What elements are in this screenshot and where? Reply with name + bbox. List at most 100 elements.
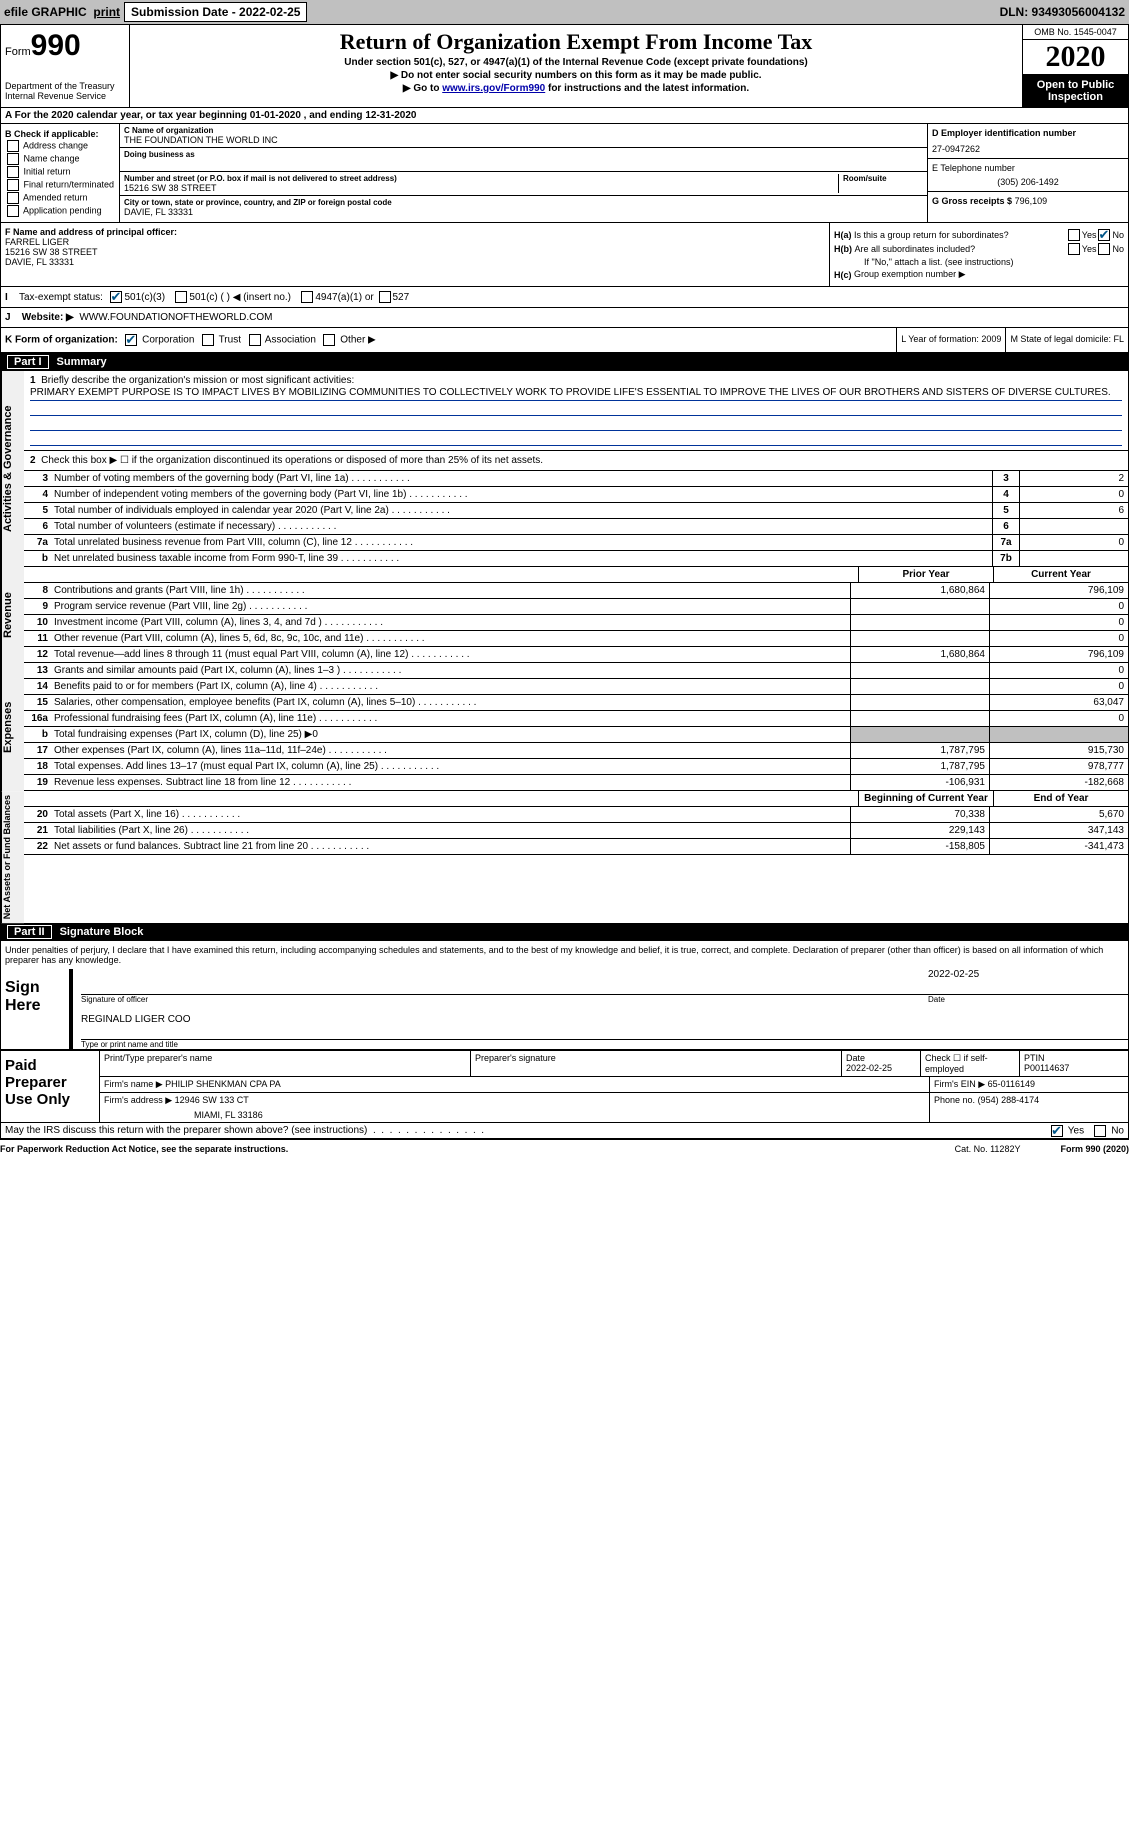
line-number: 20 <box>24 807 50 822</box>
current-year-header: Current Year <box>993 567 1128 582</box>
opt-amended-return[interactable]: Amended return <box>5 192 115 204</box>
opt-name-change[interactable]: Name change <box>5 153 115 165</box>
data-row: 21Total liabilities (Part X, line 26)229… <box>24 823 1128 839</box>
discuss-no-checkbox[interactable] <box>1094 1125 1106 1137</box>
row-a: A For the 2020 calendar year, or tax yea… <box>1 108 1128 124</box>
preparer-section: Paid Preparer Use Only Print/Type prepar… <box>1 1050 1128 1123</box>
expenses-section: Expenses 13Grants and similar amounts pa… <box>1 663 1128 791</box>
officer-addr2: DAVIE, FL 33331 <box>5 257 825 267</box>
data-row: 13Grants and similar amounts paid (Part … <box>24 663 1128 679</box>
end-year-header: End of Year <box>993 791 1128 806</box>
subtitle-1: Under section 501(c), 527, or 4947(a)(1)… <box>134 57 1018 68</box>
line-number: 16a <box>24 711 50 726</box>
prep-name-header: Print/Type preparer's name <box>104 1053 466 1063</box>
val-current: 0 <box>989 631 1128 646</box>
prep-date: 2022-02-25 <box>846 1063 916 1073</box>
opt-application-pending[interactable]: Application pending <box>5 205 115 217</box>
val-current: 796,109 <box>989 583 1128 598</box>
val-prior <box>850 615 989 630</box>
line-box: 3 <box>992 471 1019 486</box>
opt-address-change[interactable]: Address change <box>5 140 115 152</box>
org-name-label: C Name of organization <box>124 126 923 135</box>
j-label: J <box>5 312 19 323</box>
row-i: I Tax-exempt status: 501(c)(3) 501(c) ( … <box>1 287 1128 308</box>
line-desc: Number of voting members of the governin… <box>50 471 992 486</box>
k-trust-checkbox[interactable] <box>202 334 214 346</box>
line-number: 4 <box>24 487 50 502</box>
discuss-yes-checkbox[interactable] <box>1051 1125 1063 1137</box>
discuss-row: May the IRS discuss this return with the… <box>1 1123 1128 1139</box>
hb-yes-checkbox[interactable] <box>1068 243 1080 255</box>
sig-date: 2022-02-25 <box>928 969 1128 980</box>
opt-final-return[interactable]: Final return/terminated <box>5 179 115 191</box>
data-row: 12Total revenue—add lines 8 through 11 (… <box>24 647 1128 663</box>
k-other-checkbox[interactable] <box>323 334 335 346</box>
firm-name-label: Firm's name ▶ <box>104 1079 163 1089</box>
gross-label: G Gross receipts $ <box>932 196 1012 206</box>
i-4947-checkbox[interactable] <box>301 291 313 303</box>
line-desc: Net unrelated business taxable income fr… <box>50 551 992 566</box>
ha-no-checkbox[interactable] <box>1098 229 1110 241</box>
val-current: 978,777 <box>989 759 1128 774</box>
print-link[interactable]: print <box>93 5 120 19</box>
hb-no-checkbox[interactable] <box>1098 243 1110 255</box>
line-2: 2 Check this box ▶ ☐ if the organization… <box>24 451 1128 471</box>
data-row: 15Salaries, other compensation, employee… <box>24 695 1128 711</box>
i-527-checkbox[interactable] <box>379 291 391 303</box>
line-box: 4 <box>992 487 1019 502</box>
data-row: 10Investment income (Part VIII, column (… <box>24 615 1128 631</box>
line-box: 5 <box>992 503 1019 518</box>
sig-name-label: Type or print name and title <box>81 1040 1128 1049</box>
form990-link[interactable]: www.irs.gov/Form990 <box>442 83 545 94</box>
line-number: 6 <box>24 519 50 534</box>
line-number: 10 <box>24 615 50 630</box>
data-row: 11Other revenue (Part VIII, column (A), … <box>24 631 1128 647</box>
part1-title: Summary <box>57 356 107 368</box>
addr-value: 15216 SW 38 STREET <box>124 183 834 193</box>
line-value <box>1019 551 1128 566</box>
sig-name: REGINALD LIGER COO <box>81 1014 1128 1025</box>
val-current: 5,670 <box>989 807 1128 822</box>
k-assoc-checkbox[interactable] <box>249 334 261 346</box>
k-corp-checkbox[interactable] <box>125 334 137 346</box>
form-header-right: OMB No. 1545-0047 2020 Open to Public In… <box>1022 25 1128 107</box>
data-row: 17Other expenses (Part IX, column (A), l… <box>24 743 1128 759</box>
opt-initial-return[interactable]: Initial return <box>5 166 115 178</box>
line-value: 6 <box>1019 503 1128 518</box>
part1-header: Part I Summary <box>1 353 1128 371</box>
tax-year: 2020 <box>1023 40 1128 75</box>
i-501c3-checkbox[interactable] <box>110 291 122 303</box>
phone-label: E Telephone number <box>932 163 1124 173</box>
dba-label: Doing business as <box>124 150 923 159</box>
val-prior <box>850 599 989 614</box>
line-number: 17 <box>24 743 50 758</box>
val-prior <box>850 631 989 646</box>
col-c: C Name of organization THE FOUNDATION TH… <box>120 124 927 222</box>
data-row: 8Contributions and grants (Part VIII, li… <box>24 583 1128 599</box>
line-box: 7a <box>992 535 1019 550</box>
phone-value: (305) 206-1492 <box>932 177 1124 187</box>
ha-yes-checkbox[interactable] <box>1068 229 1080 241</box>
line-number: 12 <box>24 647 50 662</box>
netassets-section: Net Assets or Fund Balances Beginning of… <box>1 791 1128 923</box>
governance-row: 5Total number of individuals employed in… <box>24 503 1128 519</box>
j-website: WWW.FOUNDATIONOFTHEWORLD.COM <box>79 312 272 323</box>
top-bar: efile GRAPHIC print Submission Date - 20… <box>0 0 1129 24</box>
city-value: DAVIE, FL 33331 <box>124 207 923 217</box>
footer-left: For Paperwork Reduction Act Notice, see … <box>0 1144 915 1154</box>
line-desc: Professional fundraising fees (Part IX, … <box>50 711 850 726</box>
prep-ptin-header: PTIN <box>1024 1053 1124 1063</box>
line-desc: Total number of individuals employed in … <box>50 503 992 518</box>
ein-label: D Employer identification number <box>932 128 1076 138</box>
line-value: 0 <box>1019 535 1128 550</box>
line-desc: Total unrelated business revenue from Pa… <box>50 535 992 550</box>
officer-name: FARREL LIGER <box>5 237 825 247</box>
m-state-domicile: M State of legal domicile: FL <box>1005 328 1128 352</box>
ha-question: Is this a group return for subordinates? <box>854 230 1066 240</box>
i-501c-checkbox[interactable] <box>175 291 187 303</box>
line-value <box>1019 519 1128 534</box>
section-fh: F Name and address of principal officer:… <box>1 223 1128 287</box>
i-text: Tax-exempt status: <box>19 292 103 303</box>
data-row: 14Benefits paid to or for members (Part … <box>24 679 1128 695</box>
j-text: Website: ▶ <box>22 312 74 323</box>
